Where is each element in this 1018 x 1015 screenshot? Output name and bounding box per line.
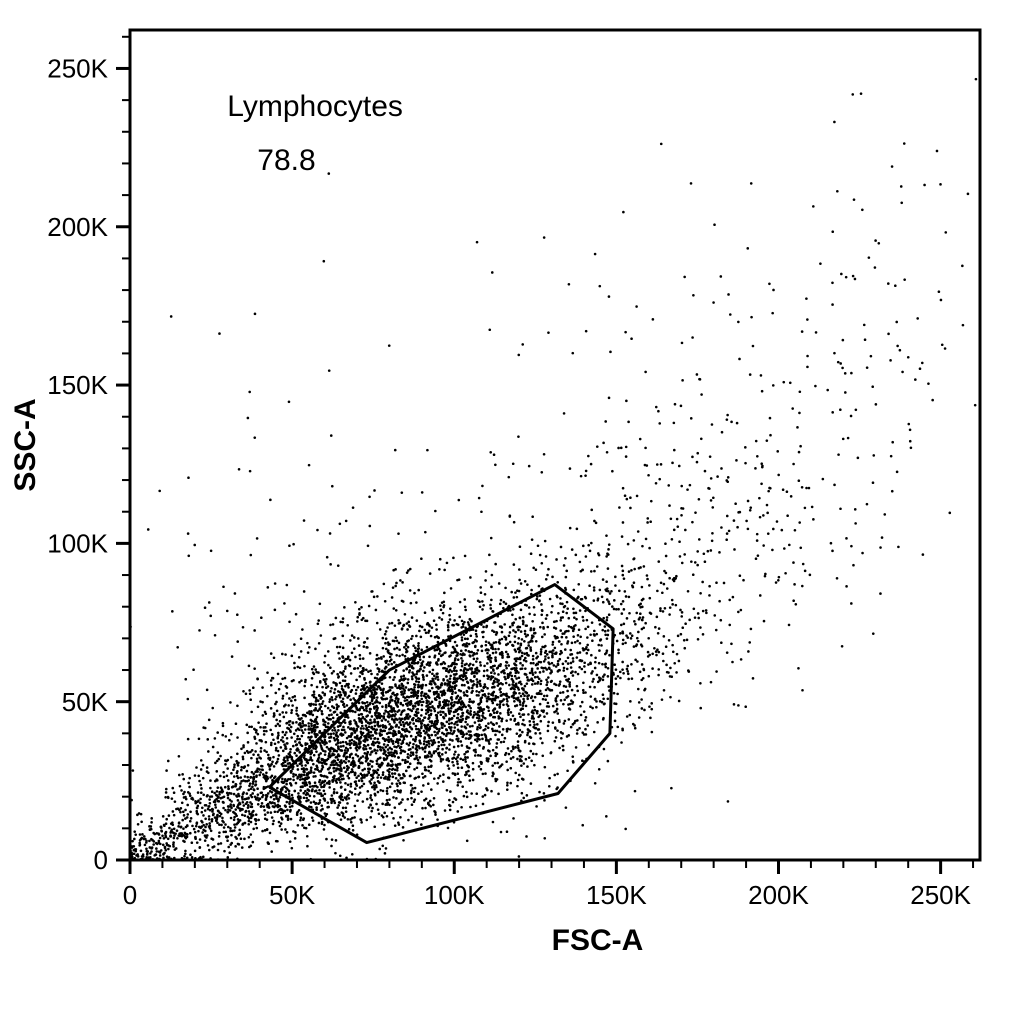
gate-name-label: Lymphocytes [227,90,403,123]
x-tick-label: 150K [586,880,647,910]
x-tick-label: 250K [910,880,971,910]
y-axis-label: SSC-A [9,398,42,491]
x-axis-label: FSC-A [552,924,644,957]
y-tick-label: 100K [47,528,108,558]
scatter-plot-svg: 0 50K 100K 150K 200K 250K FSC-A 0 50K 100K 150K 200… [0,0,1018,1015]
gate-percent-label: 78.8 [257,144,315,177]
x-tick-label: 100K [424,880,485,910]
y-tick-label: 250K [47,54,108,84]
y-tick-label: 150K [47,370,108,400]
x-tick-label: 0 [123,880,137,910]
x-tick-label: 50K [269,880,316,910]
y-tick-label: 0 [94,845,108,875]
y-tick-label: 50K [62,687,109,717]
x-tick-label: 200K [748,880,809,910]
y-tick-label: 200K [47,212,108,242]
flow-cytometry-scatter: 0 50K 100K 150K 200K 250K FSC-A 0 50K 100K 150K 200… [0,0,1018,1015]
